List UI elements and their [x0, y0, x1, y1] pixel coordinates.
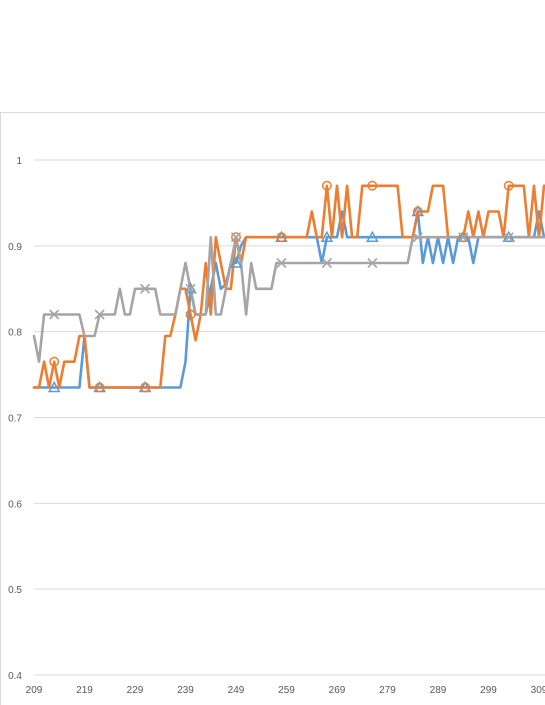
circle-marker — [185, 309, 196, 320]
x-marker — [367, 257, 378, 269]
x-marker — [321, 257, 332, 269]
y-tick-label: 0.4 — [8, 671, 22, 682]
x-tick-label: 299 — [480, 685, 497, 696]
triangle-marker — [47, 380, 61, 393]
y-axis-tick-labels: 0.4 0.5 0.6 0.7 0.8 0.9 1 — [8, 156, 22, 682]
series-markers — [47, 180, 515, 393]
triangle-marker — [366, 230, 379, 242]
triangle-marker — [502, 230, 515, 242]
x-tick-label: 209 — [26, 685, 43, 696]
circle-marker — [458, 232, 469, 243]
x-marker — [94, 309, 105, 320]
circle-marker — [49, 356, 60, 367]
triangle-marker — [320, 230, 334, 242]
y-tick-label: 0.6 — [8, 499, 22, 510]
y-tick-label: 0.8 — [8, 328, 22, 339]
x-marker — [503, 232, 514, 243]
circle-marker — [367, 180, 378, 191]
x-tick-label: 309 — [531, 685, 545, 696]
series-lines — [32, 184, 545, 389]
circle-marker — [321, 180, 332, 191]
chart-area — [0, 112, 545, 705]
x-tick-label: 249 — [228, 685, 245, 696]
x-marker — [458, 232, 469, 243]
x-marker — [49, 309, 60, 320]
gridlines — [34, 159, 545, 676]
circle-marker — [503, 180, 514, 191]
y-tick-label: 0.9 — [8, 242, 22, 253]
series-line-2 — [32, 184, 545, 389]
x-tick-label: 239 — [177, 685, 194, 696]
circle-marker — [276, 232, 287, 243]
x-marker — [230, 232, 242, 243]
triangle-marker — [184, 282, 197, 294]
series-line-3 — [32, 235, 545, 364]
triangle-marker — [229, 256, 243, 268]
x-marker — [185, 283, 196, 294]
circle-marker — [94, 382, 105, 393]
x-marker — [276, 257, 287, 269]
circle-marker — [140, 382, 151, 393]
x-marker — [140, 283, 151, 294]
x-tick-label: 229 — [127, 685, 144, 696]
x-tick-label: 269 — [329, 685, 346, 696]
x-tick-label: 259 — [278, 685, 295, 696]
x-marker — [412, 232, 423, 243]
x-tick-label: 289 — [430, 685, 447, 696]
circle-marker — [412, 206, 423, 217]
y-tick-label: 0.7 — [8, 414, 22, 425]
y-tick-label: 1 — [16, 156, 22, 167]
x-tick-label: 219 — [76, 685, 93, 696]
x-tick-label: 279 — [379, 685, 396, 696]
circle-marker — [231, 232, 241, 243]
y-tick-label: 0.5 — [8, 585, 22, 596]
x-axis-tick-labels: 209219229239249259269279289299309319329 — [26, 685, 545, 696]
